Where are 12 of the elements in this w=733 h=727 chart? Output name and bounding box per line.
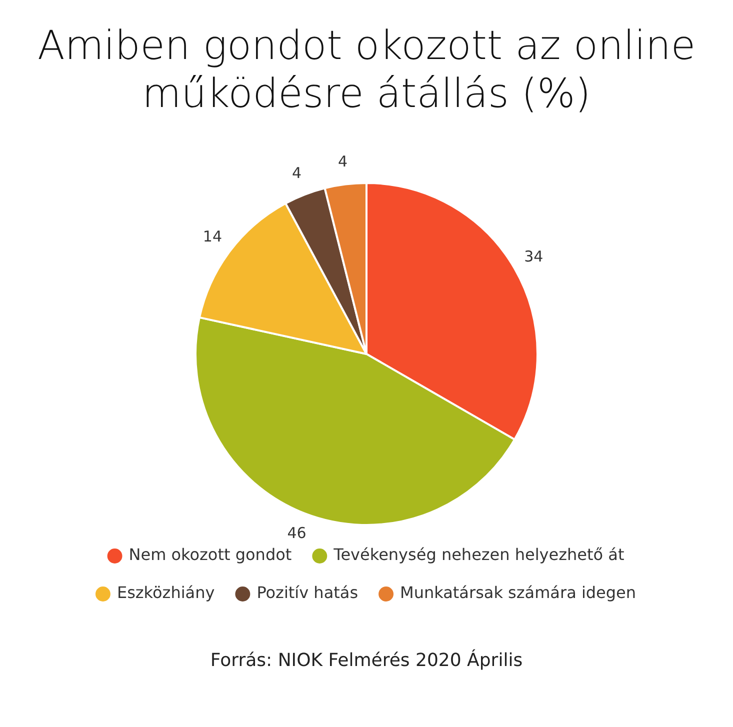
data-label: 4 xyxy=(338,152,348,170)
data-label: 34 xyxy=(524,247,544,266)
legend-label: Tevékenység nehezen helyezhető át xyxy=(332,545,624,564)
legend-label: Nem okozott gondot xyxy=(128,545,292,564)
chart-title: Amiben gondot okozott az online működésre átállás (%) xyxy=(36,22,697,119)
data-label: 14 xyxy=(202,228,222,246)
legend-label: Munkatársak számára idegen xyxy=(400,583,636,602)
legend-label: Eszközhiány xyxy=(116,583,215,602)
data-label: 4 xyxy=(292,164,302,182)
legend-label: Pozitív hatás xyxy=(256,583,358,602)
data-label: 46 xyxy=(287,524,306,542)
text: Forrás: NIOK Felmérés 2020 Április xyxy=(209,650,524,671)
